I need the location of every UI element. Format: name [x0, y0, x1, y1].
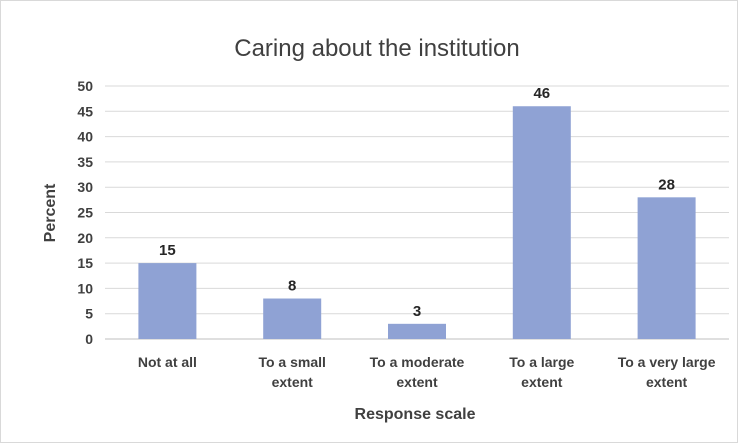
y-axis-label: Percent: [42, 183, 59, 242]
y-tick-label: 25: [77, 205, 93, 221]
data-label: 28: [658, 176, 675, 193]
x-tick-label: To a large: [509, 354, 574, 370]
data-label: 15: [159, 242, 176, 259]
y-tick-label: 20: [77, 230, 93, 246]
bar: [263, 298, 322, 339]
y-tick-label: 0: [85, 331, 93, 347]
x-axis-label: Response scale: [355, 406, 476, 423]
x-tick-label: Not at all: [138, 354, 197, 370]
y-tick-label: 35: [77, 154, 93, 170]
y-tick-label: 15: [77, 255, 93, 271]
x-tick-label: extent: [272, 374, 314, 390]
bar: [388, 323, 446, 339]
y-tick-label: 40: [77, 129, 93, 145]
bar: [637, 197, 696, 339]
x-axis-categories: Not at all To a small extent To a moderate e…: [138, 354, 716, 390]
x-tick-label: extent: [521, 374, 563, 390]
x-tick-label: To a small: [258, 354, 325, 370]
x-tick-label: extent: [396, 374, 438, 390]
data-labels: 15 8 3 46 28: [159, 85, 675, 320]
y-tick-label: 45: [77, 103, 93, 119]
data-label: 3: [413, 303, 421, 320]
bar: [512, 106, 571, 340]
x-tick-label: To a moderate: [370, 354, 465, 370]
gridlines: [105, 85, 729, 340]
bar: [138, 263, 197, 339]
y-tick-label: 50: [77, 78, 93, 94]
y-axis-ticks: 0 5 10 15 20 25 30 35 40 45 50: [77, 78, 93, 347]
data-label: 8: [288, 278, 296, 295]
chart-title: Caring about the institution: [234, 35, 520, 62]
y-tick-label: 10: [77, 280, 93, 296]
x-tick-label: To a very large: [618, 354, 716, 370]
y-tick-label: 30: [77, 179, 93, 195]
x-tick-label: extent: [646, 374, 688, 390]
y-tick-label: 5: [85, 306, 93, 322]
data-label: 46: [533, 85, 550, 102]
bars: [138, 106, 696, 340]
